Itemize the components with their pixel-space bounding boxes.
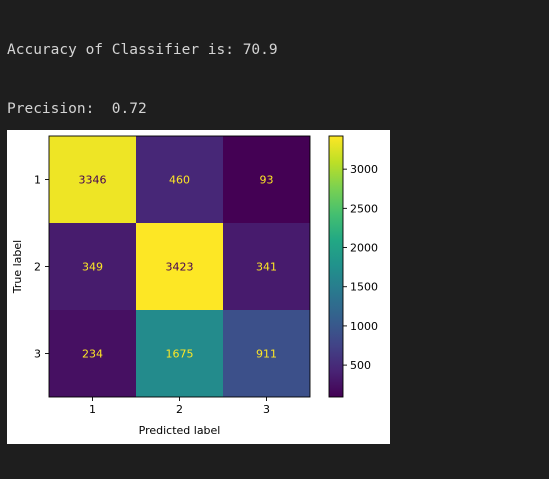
matrix-cell-1-2 — [136, 136, 223, 223]
cell-value-2-2: 3423 — [166, 261, 194, 274]
precision-line: Precision: 0.72 — [7, 100, 147, 117]
x-tick-label-3: 3 — [263, 403, 270, 416]
matrix-cell-1-1 — [49, 136, 136, 223]
y-tick-label-2: 2 — [34, 261, 41, 274]
cell-value-1-3: 93 — [260, 174, 274, 187]
colorbar — [328, 135, 344, 398]
cell-value-3-3: 911 — [256, 348, 277, 361]
matrix-cell-3-3 — [223, 310, 310, 397]
cell-value-2-1: 349 — [82, 261, 103, 274]
x-tick-label-2: 2 — [176, 403, 183, 416]
x-tick-label-1: 1 — [89, 403, 96, 416]
confusion-matrix-figure: 3346 460 93 349 3423 341 234 1675 911 1 2 3 1 2 3 Pr… — [7, 130, 390, 444]
matrix-cell-3-2 — [136, 310, 223, 397]
cell-value-3-2: 1675 — [166, 348, 194, 361]
x-axis-label: Predicted label — [139, 424, 221, 437]
colorbar-tick-label-1500: 1500 — [350, 281, 378, 294]
matrix-cell-1-3 — [223, 136, 310, 223]
colorbar-tick-label-3000: 3000 — [350, 163, 378, 176]
y-axis-label: True label — [11, 240, 24, 294]
matrix-cell-2-3 — [223, 223, 310, 310]
colorbar-tick-label-1000: 1000 — [350, 320, 378, 333]
colorbar-tick-label-500: 500 — [350, 359, 371, 372]
cell-value-3-1: 234 — [82, 348, 103, 361]
y-tick-label-3: 3 — [34, 348, 41, 361]
matrix-cell-3-1 — [49, 310, 136, 397]
cell-value-1-1: 3346 — [79, 174, 107, 187]
matrix-cell-2-1 — [49, 223, 136, 310]
colorbar-tick-label-2000: 2000 — [350, 242, 378, 255]
accuracy-line: Accuracy of Classifier is: 70.9 — [7, 42, 278, 58]
confusion-matrix-chart: 3346 460 93 349 3423 341 234 1675 911 1 2 3 1 2 3 Pr… — [11, 135, 378, 437]
cell-value-1-2: 460 — [169, 174, 190, 187]
colorbar-tick-label-2500: 2500 — [350, 202, 378, 215]
matrix-cell-2-2 — [136, 223, 223, 310]
y-tick-label-1: 1 — [34, 174, 41, 187]
cell-value-2-3: 341 — [256, 261, 277, 274]
